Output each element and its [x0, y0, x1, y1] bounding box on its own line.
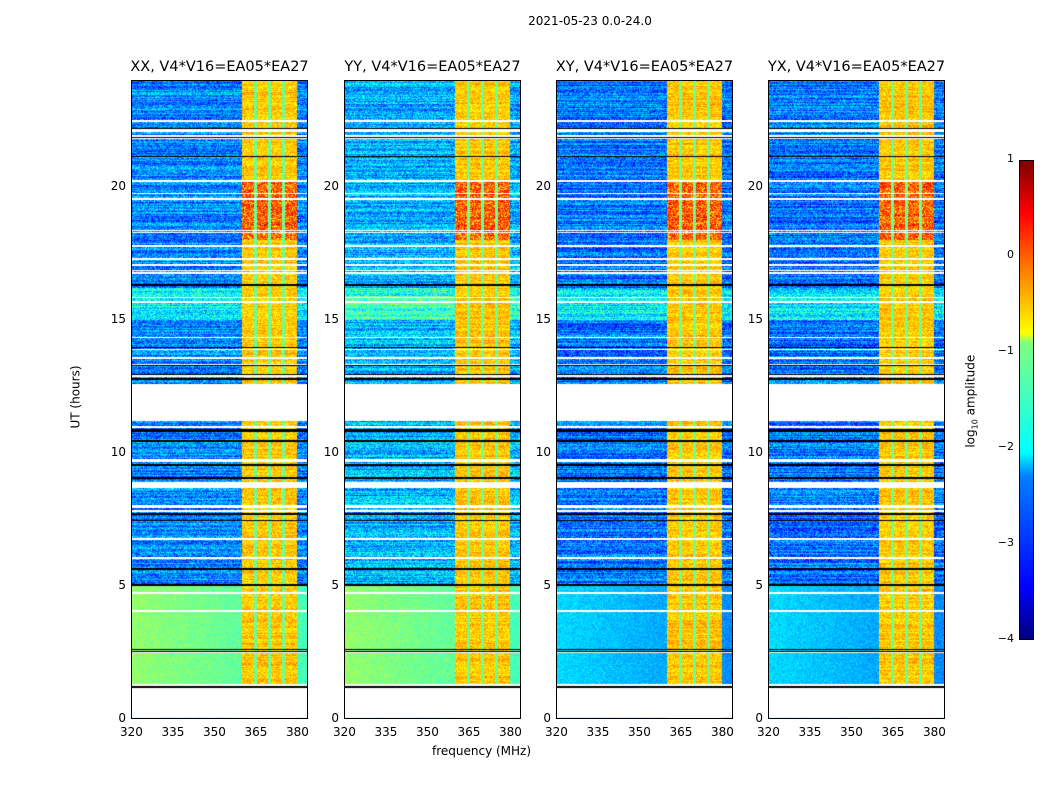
- spectrogram-heatmap: [344, 80, 521, 719]
- x-tick-label: 335: [161, 725, 185, 739]
- y-tick-label: 15: [110, 311, 126, 326]
- x-tick-label: 380: [922, 725, 946, 739]
- y-tick-label: 20: [747, 178, 763, 193]
- x-tick-label: 365: [457, 725, 481, 739]
- panel-title: XX, V4*V16=EA05*EA27: [130, 59, 309, 75]
- panel-0: XX, V4*V16=EA05*EA27 320 335 350 365 380 0 5 10 1…: [111, 59, 309, 739]
- y-tick-label: 0: [331, 711, 339, 725]
- panel-title: XY, V4*V16=EA05*EA27: [555, 59, 734, 75]
- y-tick-label: 5: [755, 577, 763, 592]
- x-tick-label: 335: [374, 725, 398, 739]
- panel-title: YY, V4*V16=EA05*EA27: [344, 59, 521, 75]
- y-tick-label: 15: [747, 311, 763, 326]
- axes-frame: [344, 80, 521, 719]
- y-tick-label: 0: [118, 711, 126, 725]
- x-tick-label: 320: [120, 725, 143, 739]
- y-tick-label: 0: [755, 711, 763, 725]
- x-tick-label: 350: [839, 725, 863, 739]
- x-axis-label: frequency (MHz): [432, 744, 532, 758]
- y-tick-label: 0: [543, 711, 551, 725]
- x-tick-label: 320: [757, 725, 780, 739]
- axes-frame: [131, 80, 308, 719]
- y-tick-label: 15: [535, 311, 551, 326]
- colorbar: [1019, 160, 1034, 640]
- x-tick-label: 365: [669, 725, 693, 739]
- spectrogram-heatmap: [131, 80, 308, 719]
- colorbar-tick-label: −1: [997, 344, 1014, 357]
- x-tick-label: 380: [710, 725, 734, 739]
- y-axis-label: UT (hours): [68, 365, 83, 429]
- panel-title: YX, V4*V16=EA05*EA27: [767, 59, 946, 75]
- colorbar-tick-label: −3: [997, 536, 1014, 549]
- y-tick-label: 5: [331, 577, 339, 592]
- colorbar-label: log10 amplitude: [963, 354, 980, 448]
- y-tick-label: 20: [535, 178, 551, 193]
- x-tick-label: 320: [545, 725, 568, 739]
- axes-frame: [556, 80, 733, 719]
- y-tick-label: 5: [118, 577, 126, 592]
- colorbar-tick-label: −4: [997, 632, 1014, 645]
- spectrogram-heatmap: [768, 80, 945, 719]
- figure-title: 2021-05-23 0.0-24.0: [528, 14, 652, 28]
- panel-3: YX, V4*V16=EA05*EA27 320 335 350 365 380 0 5 10 1…: [748, 59, 946, 739]
- y-tick-label: 20: [110, 178, 126, 193]
- spectrogram-heatmap: [556, 80, 733, 719]
- x-tick-label: 380: [285, 725, 309, 739]
- y-tick-label: 10: [110, 444, 126, 459]
- panel-2: XY, V4*V16=EA05*EA27 320 335 350 365 380 0 5 10 1…: [536, 59, 734, 739]
- x-tick-label: 350: [627, 725, 651, 739]
- colorbar-tick-label: −2: [997, 440, 1014, 453]
- x-tick-label: 335: [586, 725, 610, 739]
- x-tick-label: 320: [333, 725, 356, 739]
- x-tick-label: 350: [202, 725, 226, 739]
- x-tick-label: 335: [798, 725, 822, 739]
- y-tick-label: 20: [323, 178, 339, 193]
- x-tick-label: 365: [881, 725, 905, 739]
- colorbar-tick-label: 0: [1007, 248, 1014, 261]
- x-tick-label: 350: [415, 725, 439, 739]
- y-tick-label: 10: [323, 444, 339, 459]
- y-tick-label: 10: [535, 444, 551, 459]
- panel-1: YY, V4*V16=EA05*EA27 320 335 350 365 380 0 5 10 1…: [324, 59, 522, 739]
- y-tick-label: 15: [323, 311, 339, 326]
- y-tick-label: 10: [747, 444, 763, 459]
- x-tick-label: 380: [498, 725, 522, 739]
- axes-frame: [768, 80, 945, 719]
- x-tick-label: 365: [244, 725, 268, 739]
- y-tick-label: 5: [543, 577, 551, 592]
- colorbar-tick-label: 1: [1007, 152, 1014, 165]
